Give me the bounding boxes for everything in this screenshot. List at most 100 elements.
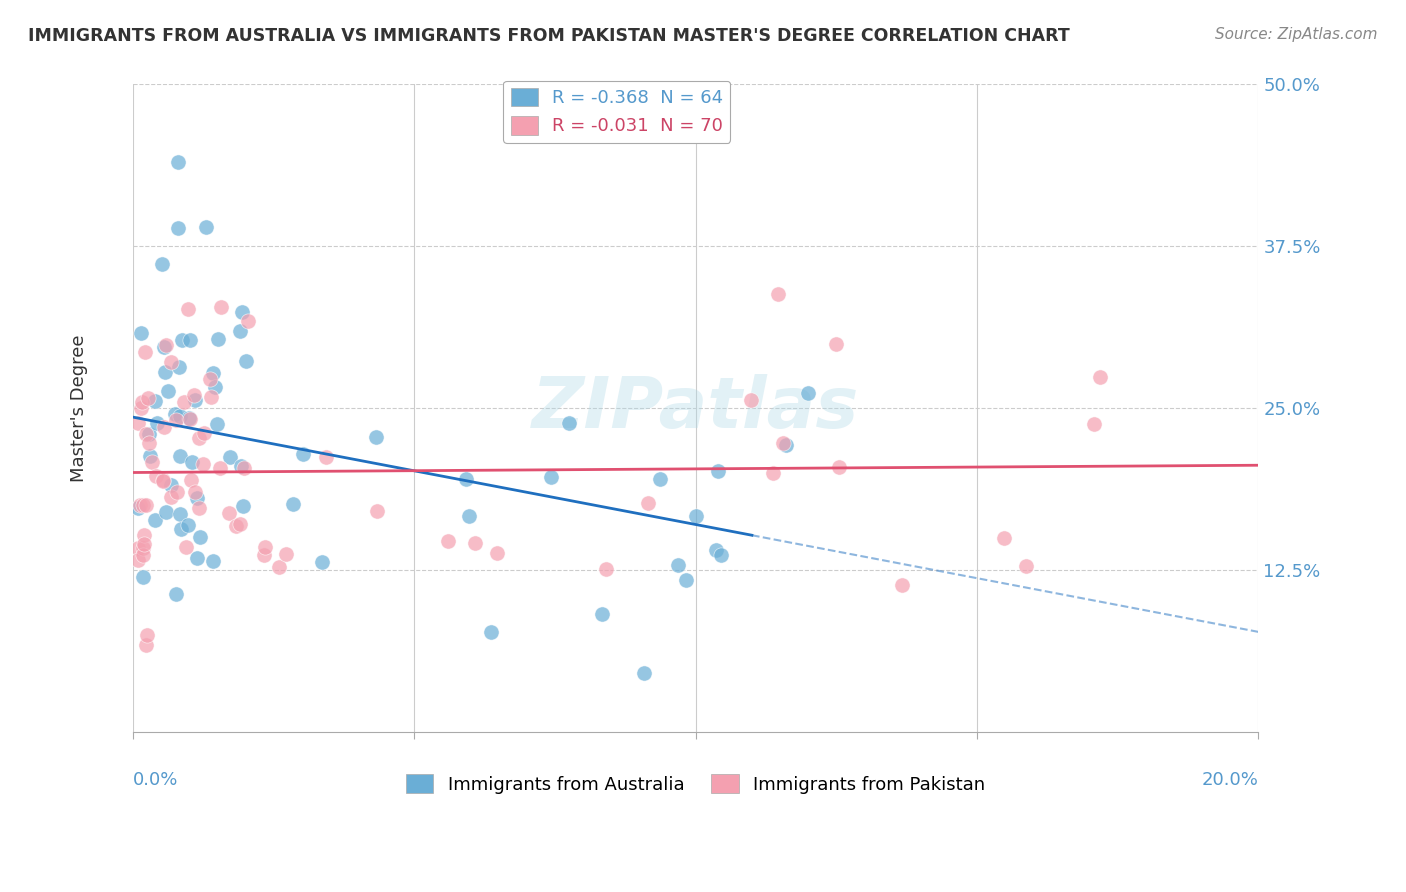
Point	[685, 508, 707, 523]
Point	[169, 409, 191, 423]
Point	[557, 416, 579, 430]
Point	[704, 543, 727, 558]
Point	[232, 500, 254, 514]
Point	[366, 504, 388, 518]
Point	[138, 427, 160, 442]
Point	[456, 472, 478, 486]
Point	[170, 522, 193, 536]
Point	[825, 336, 848, 351]
Point	[127, 553, 149, 567]
Point	[145, 469, 167, 483]
Point	[166, 155, 188, 169]
Point	[131, 395, 153, 409]
Point	[169, 360, 191, 375]
Point	[1015, 558, 1038, 573]
Point	[666, 558, 689, 572]
Point	[128, 498, 150, 512]
Point	[165, 413, 187, 427]
Point	[152, 474, 174, 488]
Point	[828, 459, 851, 474]
Point	[190, 530, 212, 544]
Text: Source: ZipAtlas.com: Source: ZipAtlas.com	[1215, 27, 1378, 42]
Point	[253, 548, 276, 562]
Point	[127, 541, 149, 555]
Point	[143, 512, 166, 526]
Point	[198, 372, 221, 386]
Point	[127, 500, 149, 515]
Point	[155, 505, 177, 519]
Y-axis label: Master's Degree: Master's Degree	[70, 334, 87, 482]
Point	[707, 464, 730, 478]
Text: 0.0%: 0.0%	[132, 771, 179, 789]
Point	[173, 394, 195, 409]
Point	[136, 391, 159, 405]
Point	[127, 417, 149, 431]
Point	[772, 436, 794, 450]
Point	[132, 570, 155, 584]
Point	[740, 393, 762, 408]
Point	[139, 449, 162, 463]
Point	[169, 508, 191, 522]
Point	[155, 338, 177, 352]
Point	[486, 546, 509, 560]
Point	[170, 333, 193, 347]
Point	[675, 574, 697, 588]
Point	[201, 366, 224, 380]
Point	[209, 300, 232, 314]
Point	[229, 324, 252, 338]
Point	[159, 478, 181, 492]
Point	[179, 334, 201, 348]
Point	[180, 454, 202, 468]
Point	[186, 491, 208, 506]
Text: ZIPatlas: ZIPatlas	[531, 374, 859, 442]
Point	[160, 490, 183, 504]
Point	[141, 455, 163, 469]
Point	[1083, 417, 1105, 431]
Point	[179, 411, 201, 425]
Point	[174, 540, 197, 554]
Point	[775, 438, 797, 452]
Point	[177, 517, 200, 532]
Point	[238, 314, 260, 328]
Point	[131, 401, 153, 415]
Point	[311, 555, 333, 569]
Point	[184, 485, 207, 500]
Point	[177, 410, 200, 425]
Point	[291, 448, 314, 462]
Point	[457, 509, 479, 524]
Point	[766, 286, 789, 301]
Text: IMMIGRANTS FROM AUSTRALIA VS IMMIGRANTS FROM PAKISTAN MASTER'S DEGREE CORRELATIO: IMMIGRANTS FROM AUSTRALIA VS IMMIGRANTS …	[28, 27, 1070, 45]
Point	[135, 427, 157, 442]
Point	[191, 457, 214, 471]
Point	[152, 473, 174, 487]
Point	[193, 426, 215, 441]
Point	[135, 628, 157, 642]
Point	[146, 416, 169, 430]
Point	[633, 665, 655, 680]
Point	[163, 407, 186, 421]
Point	[188, 500, 211, 515]
Point	[540, 469, 562, 483]
Point	[152, 420, 174, 434]
Point	[143, 393, 166, 408]
Point	[180, 474, 202, 488]
Point	[219, 450, 242, 465]
Point	[132, 499, 155, 513]
Point	[129, 326, 152, 341]
Point	[595, 561, 617, 575]
Point	[229, 516, 252, 531]
Point	[150, 257, 173, 271]
Point	[235, 354, 257, 368]
Point	[315, 450, 337, 465]
Point	[366, 430, 388, 444]
Point	[167, 220, 190, 235]
Point	[165, 587, 187, 601]
Point	[157, 384, 180, 399]
Point	[591, 607, 613, 622]
Point	[188, 431, 211, 445]
Point	[200, 390, 222, 404]
Point	[762, 467, 785, 481]
Point	[229, 458, 252, 473]
Legend: Immigrants from Australia, Immigrants from Pakistan: Immigrants from Australia, Immigrants fr…	[399, 767, 993, 801]
Point	[208, 460, 231, 475]
